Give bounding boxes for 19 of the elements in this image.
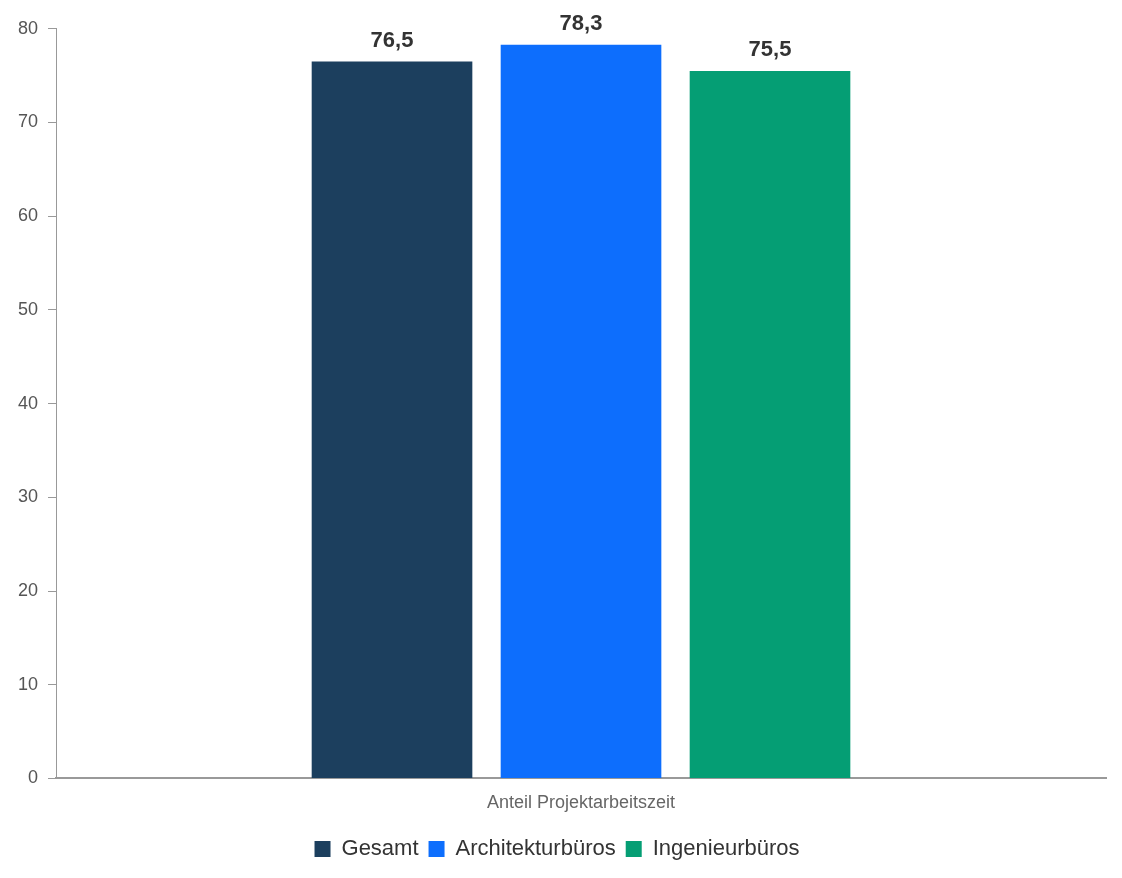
legend-label: Gesamt: [341, 835, 419, 861]
data-label: 78,3: [559, 9, 603, 35]
data-label: 75,5: [748, 36, 792, 62]
legend-label: Ingenieurbüros: [652, 835, 800, 861]
y-tick-label: 60: [17, 205, 39, 226]
y-tick-label: 30: [17, 486, 39, 507]
y-tick-label: 50: [17, 298, 39, 319]
data-label: 76,5: [370, 26, 414, 52]
x-tick-label: Anteil Projektarbeitszeit: [486, 792, 676, 813]
legend-label: Architekturbüros: [455, 835, 616, 861]
y-tick-label: 0: [28, 767, 39, 788]
bar: [689, 70, 851, 778]
y-tick-label: 20: [17, 579, 39, 600]
y-tick-label: 40: [17, 392, 39, 413]
bar: [500, 44, 662, 778]
y-tick-label: 70: [17, 111, 39, 132]
y-tick-label: 80: [17, 17, 39, 38]
y-tick-label: 10: [17, 673, 39, 694]
bar: [311, 61, 473, 778]
